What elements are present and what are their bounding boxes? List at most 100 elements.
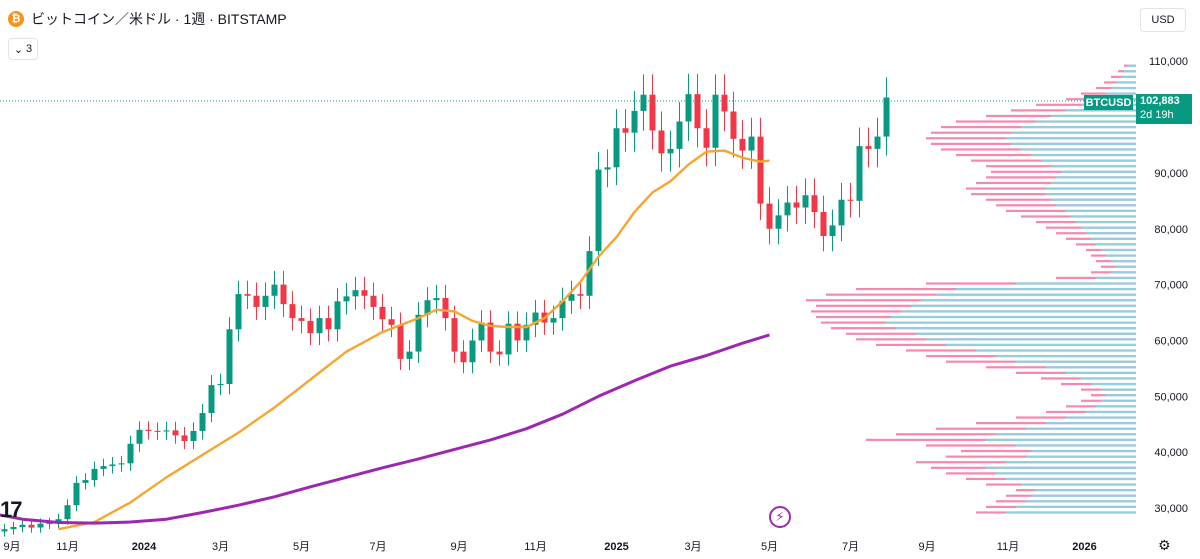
candle-32 <box>271 270 278 310</box>
lightning-icon[interactable]: ⚡ <box>769 506 791 528</box>
vp-bar-up-9 <box>1006 461 1136 464</box>
candle-13 <box>100 458 107 477</box>
vp-bar-up-29 <box>976 349 1136 352</box>
vp-bar-up-5 <box>1021 483 1136 486</box>
candle-71 <box>622 109 629 152</box>
x-tick-label: 2026 <box>1072 541 1096 553</box>
vp-bar-up-64 <box>1031 153 1136 157</box>
x-tick-label: 3月 <box>212 541 229 553</box>
candle-74 <box>649 74 656 150</box>
candle-94 <box>829 209 836 252</box>
vp-bar-up-6 <box>1006 477 1136 481</box>
vp-bar-up-20 <box>1101 399 1136 402</box>
candle-10 <box>73 476 80 512</box>
time-axis[interactable]: 9月 11月 2024 3月 5月 7月 9月 11月 2025 3月 5月 7月 9月 11月 2026 <box>3 541 1096 553</box>
candle-58 <box>505 311 512 366</box>
vp-bar-up-71 <box>1051 114 1136 118</box>
candle-72 <box>631 91 638 152</box>
candle-41 <box>352 276 359 310</box>
candle-76 <box>667 130 674 172</box>
candle-34 <box>289 291 296 331</box>
candle-20 <box>163 421 170 441</box>
vp-bar-up-1 <box>1016 505 1136 508</box>
vp-bar-up-68 <box>1011 131 1136 134</box>
candle-97 <box>856 127 863 218</box>
x-tick-label: 11月 <box>997 541 1019 553</box>
vp-bar-up-66 <box>1011 142 1136 145</box>
gear-icon[interactable]: ⚙ <box>1158 537 1171 553</box>
candle-48 <box>415 302 422 363</box>
candle-26 <box>217 373 224 396</box>
vp-bar-up-35 <box>891 315 1136 319</box>
candle-66 <box>577 280 584 310</box>
x-tick-label: 3月 <box>684 541 701 553</box>
vp-bar-up-48 <box>1096 243 1136 246</box>
candle-43 <box>370 282 377 320</box>
vp-bar-up-11 <box>1031 449 1136 453</box>
vp-bar-up-41 <box>1016 282 1136 285</box>
x-tick-label: 9月 <box>450 541 467 553</box>
candle-59 <box>514 311 521 353</box>
vp-bar-up-62 <box>1051 165 1136 168</box>
candle-70 <box>613 109 620 186</box>
candle-87 <box>766 187 773 245</box>
symbol-tag: BTCUSD <box>1084 95 1133 110</box>
vp-bar-up-7 <box>996 472 1136 475</box>
candle-96 <box>847 183 854 218</box>
candle-47 <box>406 340 413 370</box>
candle-11 <box>82 473 89 490</box>
candle-79 <box>694 73 701 148</box>
vp-bar-up-40 <box>956 287 1136 291</box>
candle-100 <box>883 77 890 156</box>
candle-9 <box>64 499 71 525</box>
candle-40 <box>343 283 350 315</box>
candle-27 <box>226 317 233 395</box>
vp-bar-up-67 <box>1006 137 1136 140</box>
vp-bar-up-37 <box>911 304 1136 307</box>
vp-bar-up-43 <box>1111 271 1136 274</box>
vp-bar-up-63 <box>1041 159 1136 162</box>
y-tick-label: 80,000 <box>1154 224 1188 236</box>
candle-2 <box>1 524 8 537</box>
x-tick-label: 11月 <box>56 541 78 553</box>
volume-profile <box>806 64 1136 514</box>
candle-46 <box>397 312 404 370</box>
vp-bar-up-65 <box>1021 148 1136 151</box>
candle-29 <box>244 280 251 310</box>
vp-bar-up-30 <box>946 343 1136 347</box>
vp-bar-up-52 <box>1076 220 1136 224</box>
candle-77 <box>676 102 683 168</box>
candle-54 <box>469 328 476 374</box>
candle-45 <box>388 306 395 338</box>
candle-80 <box>703 109 710 167</box>
x-tick-label: 7月 <box>842 541 859 553</box>
candle-69 <box>604 149 611 188</box>
vp-bar-up-38 <box>921 299 1136 302</box>
x-tick-label: 2025 <box>604 541 628 553</box>
vp-bar-up-32 <box>916 332 1136 335</box>
y-tick-label: 110,000 <box>1149 56 1188 68</box>
candle-52 <box>451 305 458 363</box>
candle-7 <box>46 517 53 529</box>
vp-bar-up-8 <box>986 466 1136 469</box>
vp-bar-up-58 <box>1046 187 1136 190</box>
indicator-toggle-button[interactable]: ⌄ 3 <box>8 38 38 60</box>
vp-bar-up-75 <box>1106 92 1136 95</box>
ma_long-line <box>0 333 770 525</box>
candle-67 <box>586 236 593 310</box>
vp-bar-up-17 <box>1066 416 1136 419</box>
candle-21 <box>172 421 179 444</box>
price-axis[interactable]: 30,000 40,000 50,000 60,000 70,000 80,000 90,0… <box>1148 56 1188 515</box>
candle-91 <box>802 178 809 224</box>
candle-65 <box>568 280 575 314</box>
vp-bar-up-55 <box>1056 204 1136 207</box>
chevron-down-icon: ⌄ <box>13 43 24 56</box>
candle-86 <box>757 117 764 221</box>
vp-bar-up-25 <box>1066 371 1136 374</box>
bar-countdown: 2d 19h <box>1140 109 1174 121</box>
currency-button[interactable]: USD <box>1140 8 1186 32</box>
vp-bar-up-13 <box>986 438 1136 441</box>
x-tick-label: 9月 <box>3 541 20 553</box>
vp-bar-up-28 <box>996 355 1136 358</box>
